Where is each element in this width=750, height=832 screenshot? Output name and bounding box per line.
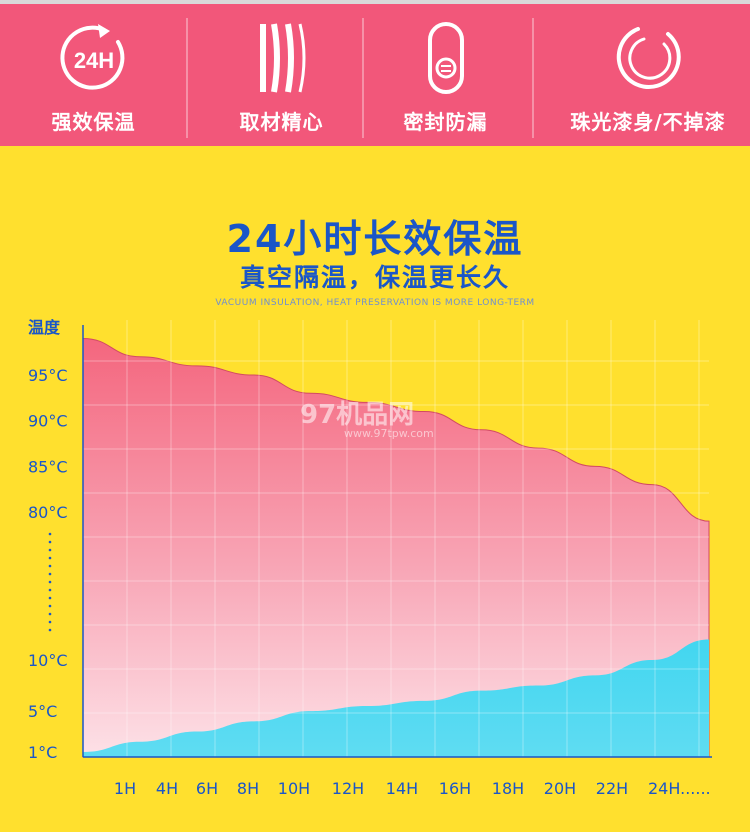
break-dot [48, 540, 52, 544]
y-tick-label: 95°C [28, 366, 68, 385]
break-dot [48, 612, 52, 616]
y-tick-label: 80°C [28, 503, 68, 522]
x-tick-label: 12H [332, 779, 364, 798]
x-tick-label: 14H [386, 779, 418, 798]
grid [83, 320, 709, 757]
feature-label: 取材精心 [239, 110, 324, 134]
x-tick-label: 20H [544, 779, 576, 798]
x-tick-label: 10H [278, 779, 310, 798]
x-tick-label: 1H [114, 779, 136, 798]
watermark: 97机品网 www.97tpw.com [300, 394, 434, 440]
y-tick-label: 5°C [28, 702, 57, 721]
x-tick-label: 6H [196, 779, 218, 798]
x-tick-label: 18H [492, 779, 524, 798]
feature-insulation: 24H 强效保温 [0, 4, 187, 146]
feature-seal: 密封防漏 [352, 4, 539, 146]
feature-label: 密封防漏 [403, 110, 488, 134]
chart-subtitle: 真空隔温，保温更长久 [239, 263, 510, 292]
break-dot [48, 580, 52, 584]
x-tick-labels: 1H 4H 6H 8H 10H 12H 14H 16H 18H 20H 22H 24H...... [114, 779, 711, 798]
break-dot [48, 620, 52, 624]
x-tick-label: 8H [237, 779, 259, 798]
x-tick-label: 16H [439, 779, 471, 798]
divider [532, 18, 534, 138]
material-layers-icon [259, 23, 305, 93]
features-bar: 24H 强效保温 取材精心 密封防漏 珠光漆身/不掉漆 [0, 0, 750, 146]
chart-subtitle-en: VACUUM INSULATION, HEAT PRESERVATION IS … [215, 298, 535, 308]
ring-icon [616, 27, 681, 89]
break-dot [48, 532, 52, 536]
x-tick-label: 24H...... [648, 779, 711, 798]
24h-clock-icon: 24H [59, 24, 124, 90]
break-dot [48, 548, 52, 552]
break-dot [48, 556, 52, 560]
feature-paint: 珠光漆身/不掉漆 [546, 4, 750, 146]
y-tick-label: 1°C [28, 743, 57, 762]
hot-area [82, 337, 710, 758]
feature-material: 取材精心 [188, 4, 375, 146]
cold-area [83, 639, 709, 757]
watermark-text: 97机品网 [300, 400, 415, 430]
divider [186, 18, 188, 138]
break-dot [48, 596, 52, 600]
break-dot [48, 604, 52, 608]
y-tick-label: 85°C [28, 457, 68, 476]
chart-title: 24小时长效保温 [226, 217, 524, 261]
x-tick-label: 4H [156, 779, 178, 798]
watermark-url: www.97tpw.com [344, 427, 434, 440]
divider [362, 18, 364, 138]
feature-label: 珠光漆身/不掉漆 [570, 110, 726, 134]
y-axis-label: 温度 [27, 318, 61, 337]
feature-label: 强效保温 [51, 110, 136, 134]
seal-lid-icon [427, 22, 464, 94]
y-tick-label: 10°C [28, 651, 68, 670]
y-tick-labels: 95°C 90°C 85°C 80°C 10°C 5°C 1°C [28, 366, 68, 762]
clock-text: 24H [73, 48, 113, 73]
break-dot [48, 628, 52, 632]
break-dot [48, 564, 52, 568]
break-dot [48, 588, 52, 592]
axis-break [48, 532, 52, 632]
break-dot [48, 572, 52, 576]
x-tick-label: 22H [596, 779, 628, 798]
y-tick-label: 90°C [28, 412, 68, 431]
